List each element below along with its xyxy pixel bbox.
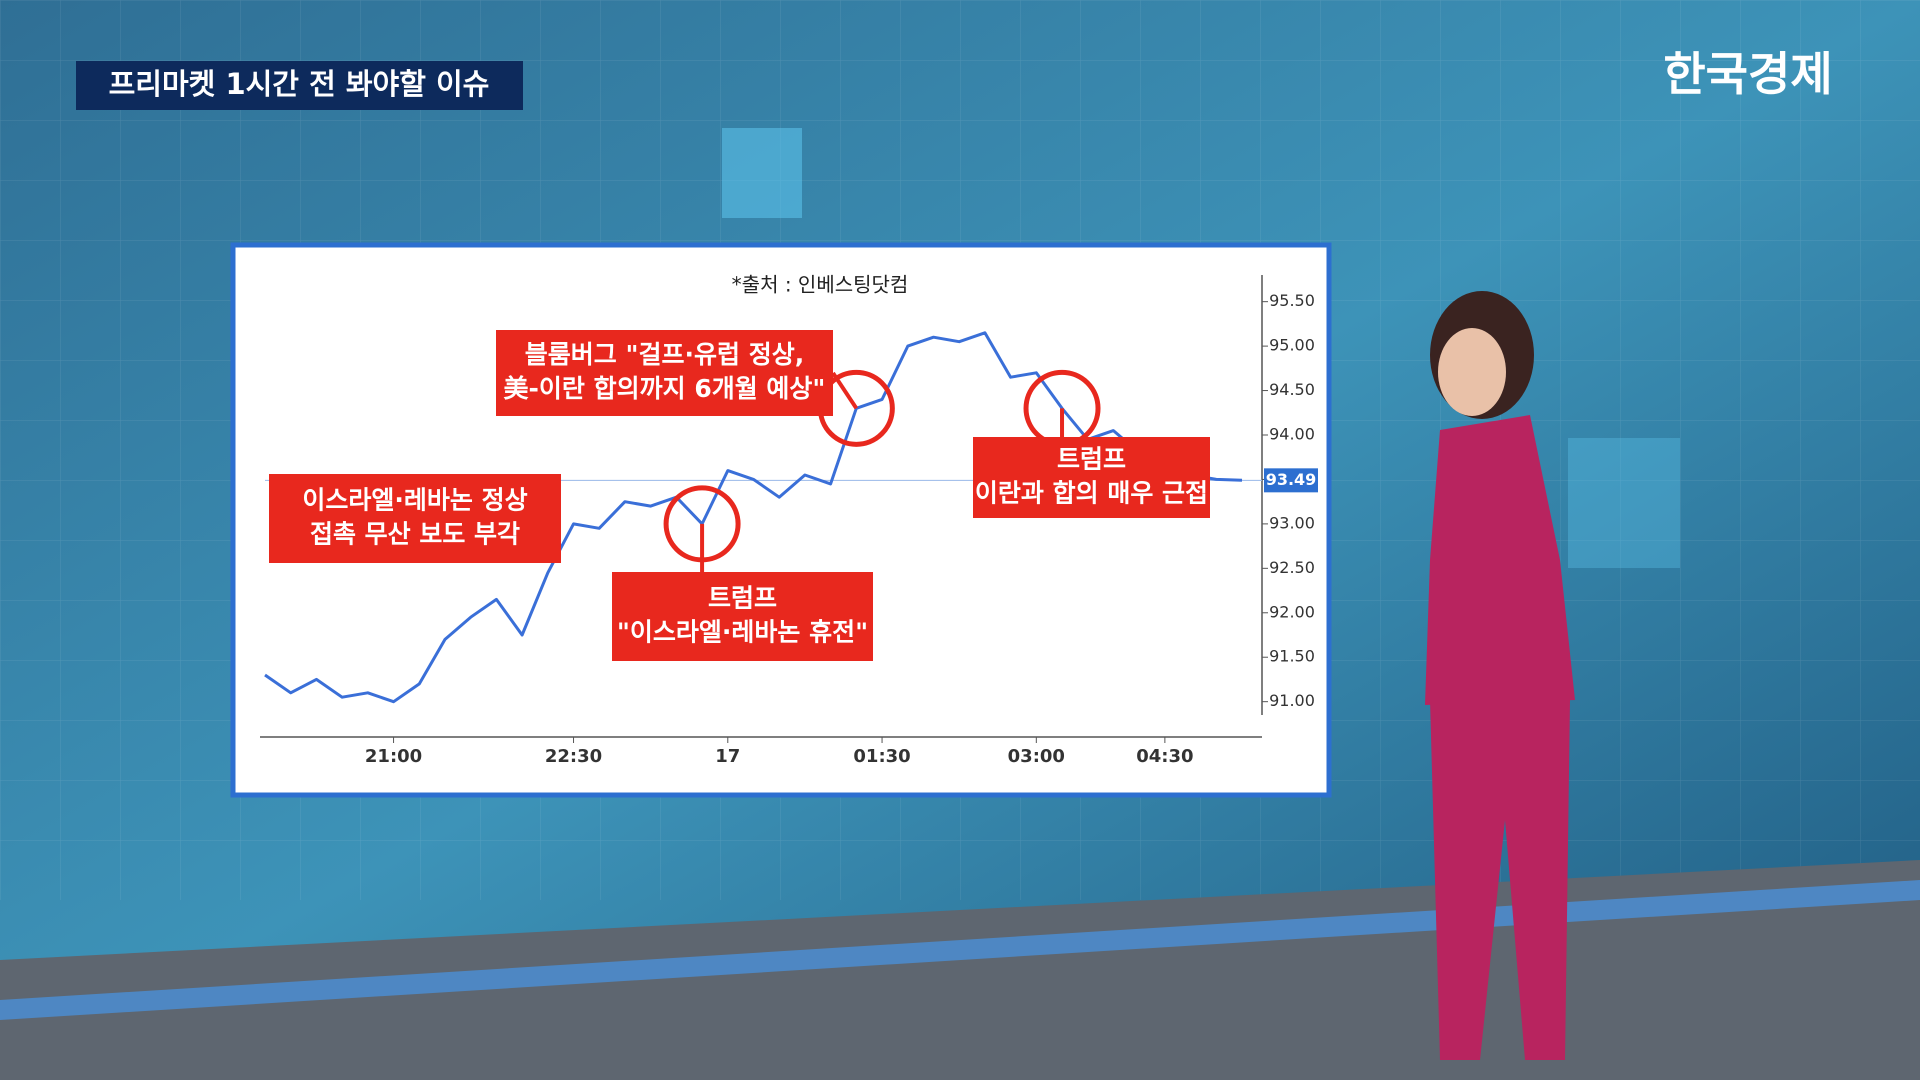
annotation-text: 접촉 무산 보도 부각 [310,520,520,549]
annotation-box [496,330,833,416]
annotation-box [269,474,561,563]
y-tick-label: 91.00 [1269,691,1315,710]
chart-source: *출처 : 인베스팅닷컴 [732,273,909,297]
y-tick-label: 95.50 [1269,291,1315,310]
annotation-text: "이란과 합의 매우 근접" [962,479,1221,508]
y-tick-label: 91.50 [1269,647,1315,666]
annotation-text: 블룸버그 "걸프·유럽 정상, [525,340,804,369]
annotation-text: 이스라엘·레바논 정상 [302,486,527,515]
annotation-text: 美-이란 합의까지 6개월 예상" [504,374,826,403]
annotation-box [973,437,1210,518]
x-tick-label: 22:30 [545,746,602,767]
header-title: 프리마켓 1시간 전 봐야할 이슈 [109,67,490,101]
y-tick-label: 94.00 [1269,425,1315,444]
annotation-text: 트럼프 [1057,445,1126,474]
x-tick-label: 17 [715,746,740,767]
current-price-tag [1264,468,1318,493]
presenter-trousers [1430,700,1570,1060]
x-tick-label: 03:00 [1008,746,1065,767]
x-tick-label: 01:30 [853,746,910,767]
decor-square [1568,438,1680,568]
y-tick-label: 93.00 [1269,513,1315,532]
annotation-text: 트럼프 [708,584,777,613]
annotation-text: "이스라엘·레바논 휴전" [617,618,868,647]
x-tick-label: 21:00 [365,746,422,767]
y-tick-label: 92.00 [1269,602,1315,621]
x-tick-label: 04:30 [1136,746,1193,767]
callout-circle [663,485,741,563]
y-tick-label: 94.50 [1269,380,1315,399]
price-line [264,331,1243,704]
current-price-label: 93.49 [1266,470,1317,489]
y-tick-label: 95.00 [1269,336,1315,355]
presenter [1425,291,1575,1060]
presenter-face [1438,328,1506,416]
y-tick-label: 92.50 [1269,558,1315,577]
logo: 한국경제 [1663,47,1832,101]
presenter-jacket [1425,415,1575,705]
annotation-box [612,572,873,661]
decor-square [722,128,802,218]
header-box [76,61,523,110]
